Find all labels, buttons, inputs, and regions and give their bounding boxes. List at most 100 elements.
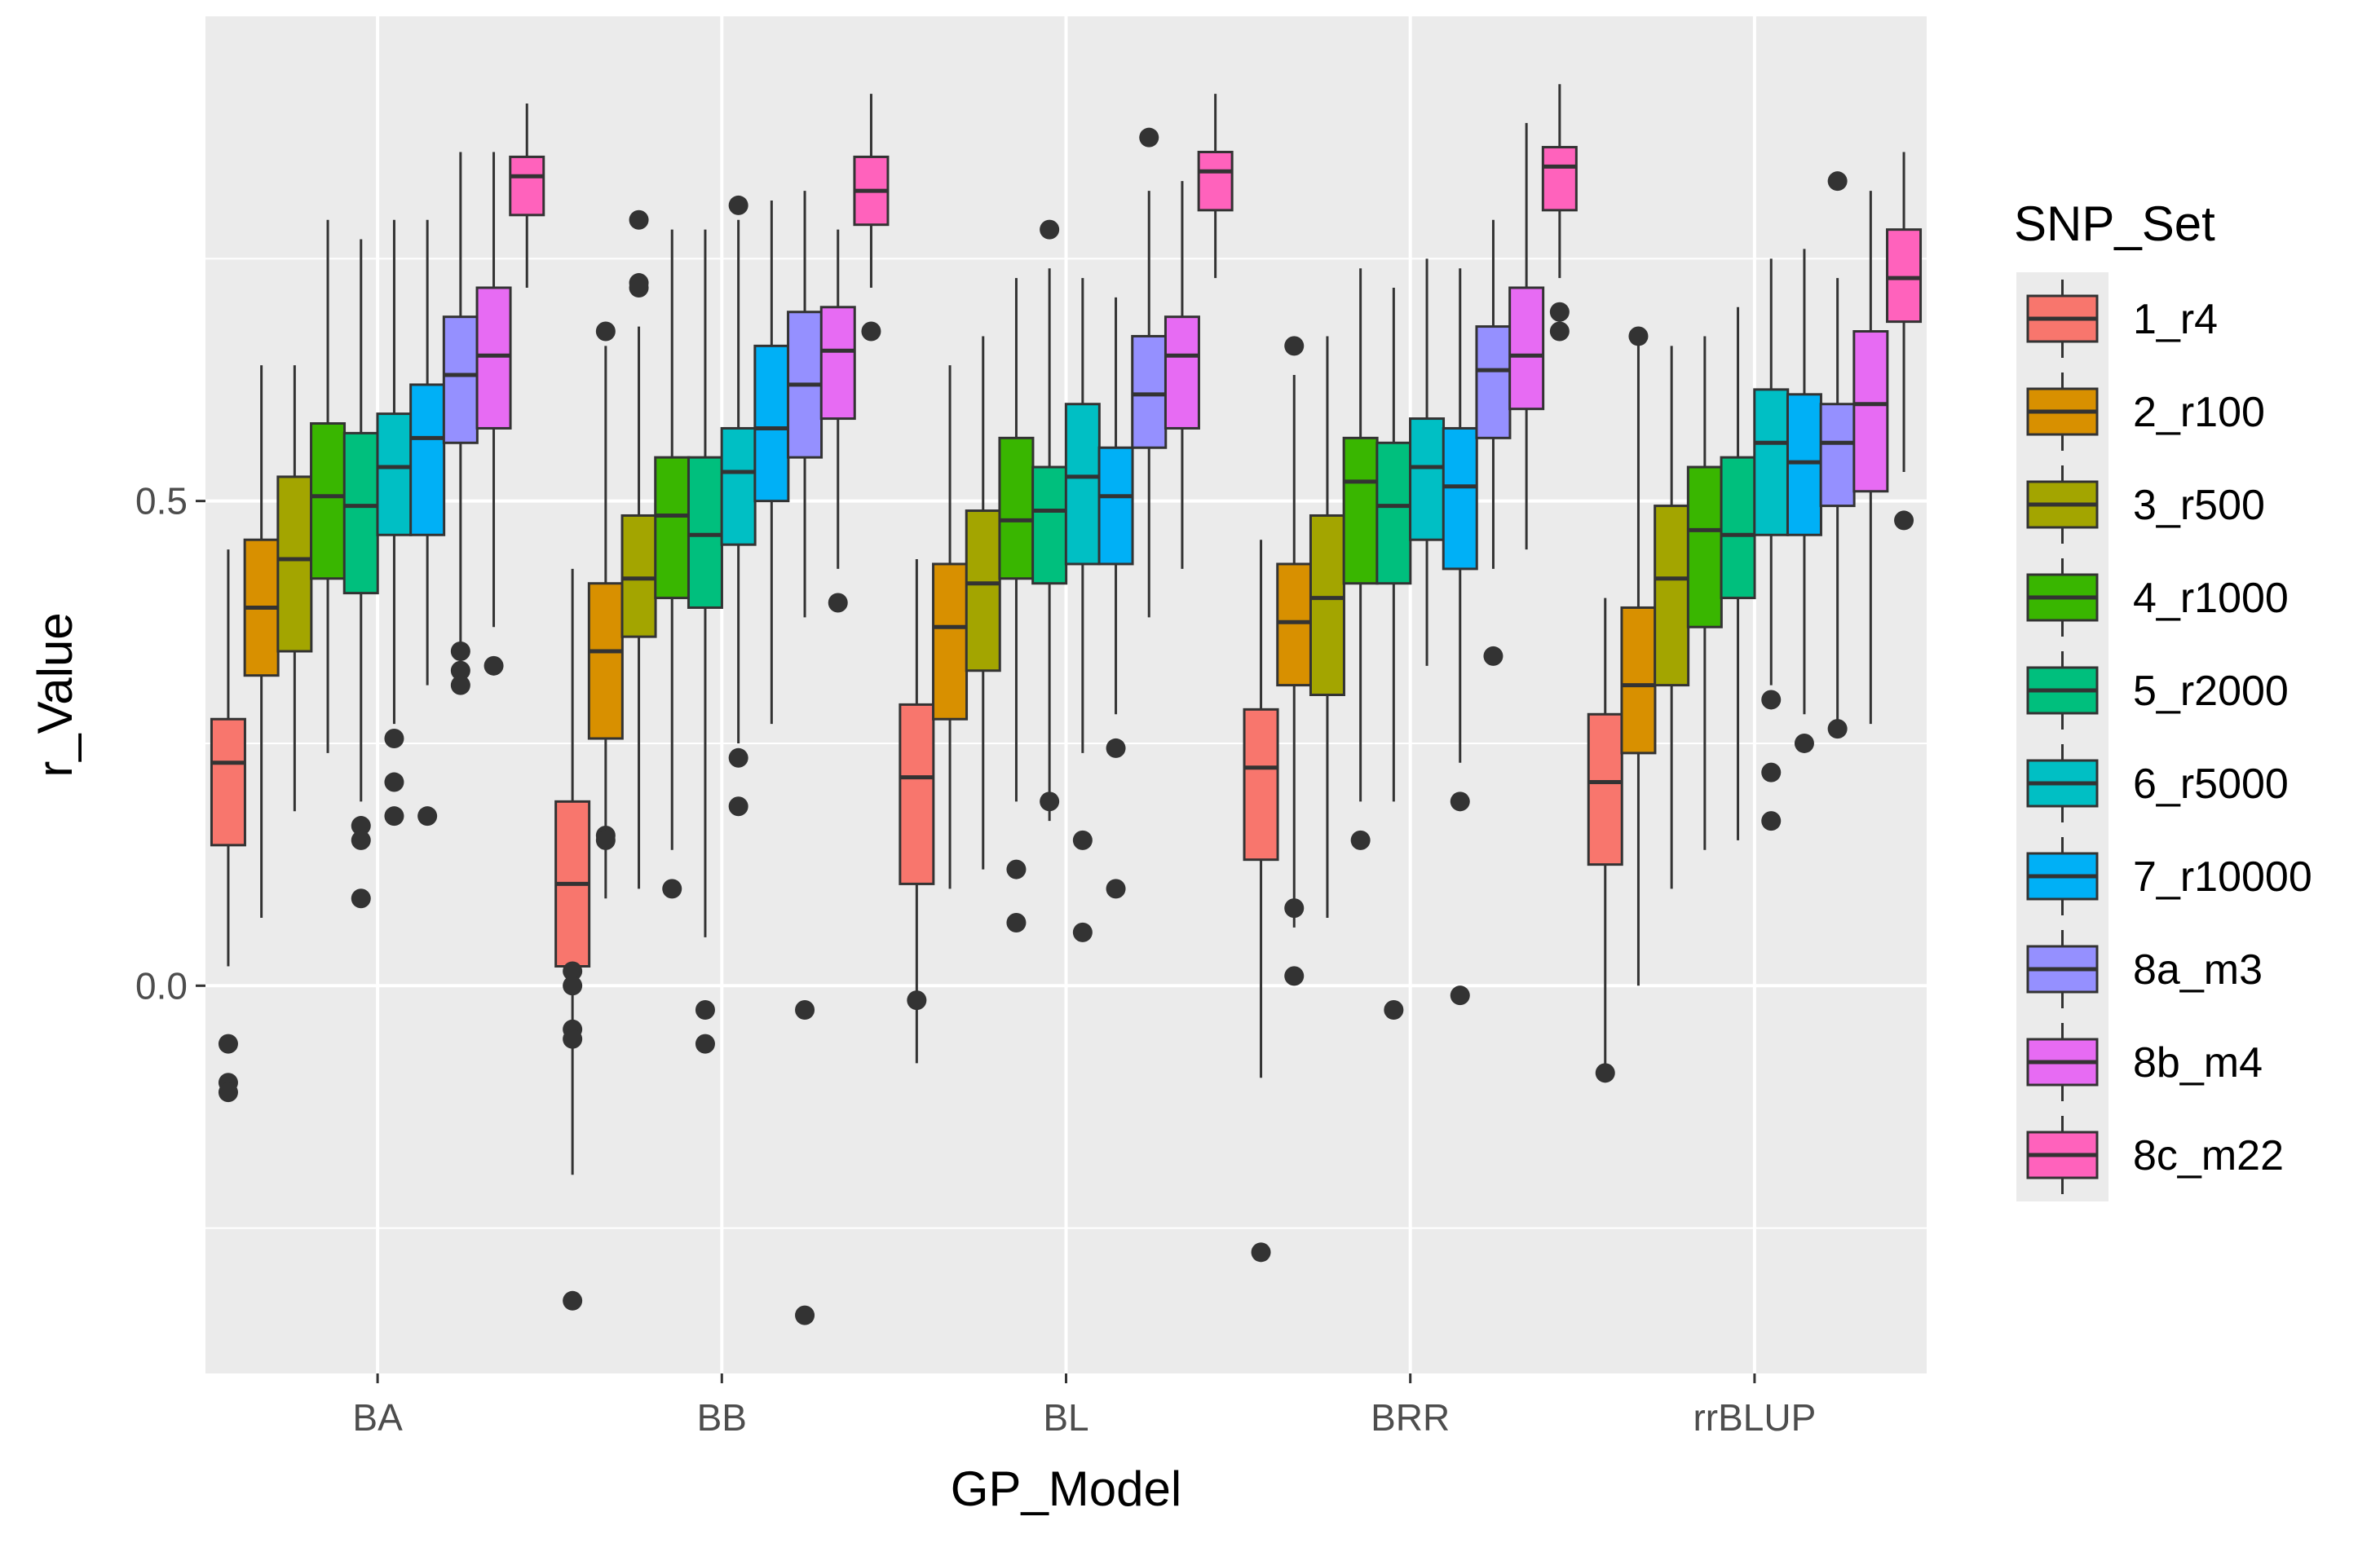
axes-layer: 0.0 0.5 BA BB BL BRR rrBLUP <box>135 480 1816 1439</box>
outlier-point <box>1350 830 1371 850</box>
outlier-point <box>1595 1063 1615 1083</box>
box-body <box>1587 712 1623 866</box>
box-body <box>1508 286 1545 411</box>
box-BB-6_r5000 <box>720 195 757 817</box>
box-body <box>1309 514 1345 696</box>
legend-label: 1_r4 <box>2133 296 2218 343</box>
legend-item-8a_m3: 8a_m3 <box>2026 930 2263 1008</box>
box-body <box>376 412 413 536</box>
box-BRR-7_r10000 <box>1442 268 1478 1006</box>
outlier-point <box>695 1000 715 1021</box>
outlier-point <box>795 1000 815 1021</box>
box-BB-8c_m22 <box>853 94 890 342</box>
outlier-point <box>695 1034 715 1054</box>
outlier-point <box>1072 830 1093 850</box>
outlier-point <box>828 593 848 613</box>
box-rrBLUP-8c_m22 <box>1886 152 1923 531</box>
outlier-point <box>384 772 404 792</box>
legend-item-2_r100: 2_r100 <box>2026 373 2265 451</box>
box-body <box>1375 441 1412 585</box>
box-body <box>1620 606 1657 755</box>
box-body <box>1720 456 1756 600</box>
box-body <box>1031 465 1068 585</box>
box-body <box>1786 393 1822 536</box>
box-BL-7_r10000 <box>1097 297 1134 899</box>
outlier-point <box>1072 922 1093 942</box>
y-tick-label: 0.0 <box>135 964 188 1007</box>
outlier-point <box>1284 336 1305 356</box>
box-rrBLUP-6_r5000 <box>1753 258 1790 831</box>
box-BL-8b_m4 <box>1164 181 1200 569</box>
outlier-point <box>1006 912 1027 932</box>
box-body <box>1475 325 1512 439</box>
outlier-point <box>1761 690 1782 710</box>
box-body <box>1886 228 1923 324</box>
outlier-point <box>795 1305 815 1325</box>
legend-label: 5_r2000 <box>2133 668 2289 715</box>
box-rrBLUP-2_r100 <box>1620 326 1657 986</box>
outlier-point <box>662 879 682 899</box>
outlier-point <box>1006 859 1027 880</box>
box-body <box>1131 334 1168 449</box>
outlier-point <box>1761 811 1782 831</box>
outlier-point <box>595 321 616 342</box>
box-BB-1_r4 <box>554 568 591 1311</box>
box-BA-8b_m4 <box>475 152 512 676</box>
x-axis-title: GP_Model <box>951 1461 1181 1516</box>
outlier-point <box>1450 791 1470 812</box>
box-body <box>998 436 1035 580</box>
outlier-point <box>1106 879 1126 899</box>
outlier-point <box>563 1029 583 1049</box>
box-rrBLUP-8a_m3 <box>1819 171 1856 739</box>
box-BA-5_r2000 <box>342 239 379 909</box>
outlier-point <box>1628 326 1649 346</box>
legend-label: 6_r5000 <box>2133 760 2289 808</box>
legend-item-8b_m4: 8b_m4 <box>2026 1023 2263 1101</box>
box-BRR-1_r4 <box>1243 540 1279 1263</box>
x-tick-label: BA <box>352 1396 403 1439</box>
box-body <box>1197 151 1234 212</box>
box-body <box>753 344 790 503</box>
box-body <box>310 422 347 580</box>
x-tick-label: BL <box>1043 1396 1088 1439</box>
legend: SNP_Set 1_r4 2_r100 3_r500 4_r1000 5_r2000 6_… <box>2014 196 2312 1201</box>
box-BRR-4_r1000 <box>1342 268 1379 850</box>
box-body <box>1753 388 1790 536</box>
outlier-point <box>450 660 470 681</box>
outlier-point <box>629 209 649 230</box>
box-body <box>1342 436 1379 585</box>
box-BL-3_r500 <box>965 336 1001 870</box>
box-body <box>1442 426 1478 571</box>
box-body <box>687 456 723 609</box>
box-BA-8c_m22 <box>509 104 545 288</box>
box-body <box>1819 403 1856 508</box>
outlier-point <box>1139 127 1159 148</box>
legend-label: 7_r10000 <box>2133 853 2312 901</box>
box-rrBLUP-1_r4 <box>1587 597 1623 1083</box>
box-body <box>475 286 512 430</box>
outlier-point <box>728 796 748 817</box>
y-axis-title: r_Value <box>28 612 82 777</box>
outlier-point <box>1040 219 1060 240</box>
box-BA-6_r5000 <box>376 219 413 827</box>
outlier-point <box>450 641 470 661</box>
box-BL-8c_m22 <box>1197 94 1234 279</box>
box-body <box>1852 330 1889 493</box>
outlier-point <box>218 1034 238 1054</box>
outlier-point <box>728 195 748 215</box>
box-body <box>442 315 479 444</box>
box-body <box>1276 562 1313 687</box>
outlier-point <box>563 976 583 996</box>
outlier-point <box>417 806 438 827</box>
legend-label: 3_r500 <box>2133 482 2265 529</box>
box-BL-5_r2000 <box>1031 219 1068 822</box>
box-BA-7_r10000 <box>409 219 446 827</box>
outlier-point <box>1549 302 1570 322</box>
outlier-point <box>218 1082 238 1103</box>
box-BRR-6_r5000 <box>1409 258 1446 666</box>
legend-item-4_r1000: 4_r1000 <box>2026 558 2289 637</box>
outlier-point <box>351 830 371 850</box>
box-rrBLUP-8b_m4 <box>1852 191 1889 725</box>
